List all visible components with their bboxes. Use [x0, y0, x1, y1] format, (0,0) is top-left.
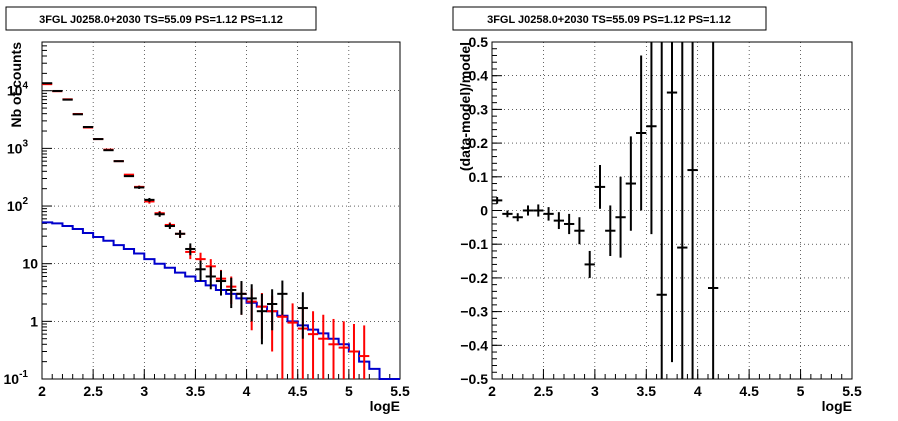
y-tick-label: 0.3 — [469, 101, 489, 117]
residual-point — [646, 42, 657, 235]
model-point — [348, 323, 360, 379]
y-tick-label: 102 — [7, 196, 29, 214]
x-tick-label: 2.5 — [83, 383, 103, 399]
left-ylabel: Nb of counts — [8, 42, 24, 128]
data-point — [154, 211, 165, 217]
y-tick-label: 103 — [7, 138, 29, 156]
data-point — [123, 175, 135, 178]
right-title: 3FGL J0258.0+2030 TS=55.09 PS=1.12 PS=1.… — [487, 14, 731, 26]
left-grid — [42, 42, 400, 379]
right-title-box — [452, 6, 767, 31]
y-tick-label: 0.2 — [469, 135, 489, 151]
model-point — [359, 325, 370, 379]
left-xlabel: logE — [370, 398, 400, 414]
data-point — [267, 289, 278, 331]
residual-point — [708, 42, 719, 379]
data-point — [297, 292, 308, 339]
x-tick-label: 5.5 — [390, 383, 410, 399]
y-tick-label: 0.5 — [469, 34, 489, 50]
model-point — [307, 311, 319, 379]
x-tick-label: 3 — [591, 383, 599, 399]
background-model-line — [42, 221, 400, 380]
x-tick-label: 4.5 — [288, 383, 308, 399]
x-tick-label: 4.5 — [739, 383, 759, 399]
x-tick-label: 2 — [38, 383, 46, 399]
left-marks — [42, 82, 400, 380]
right-ylabel: (data-model)/model — [457, 42, 473, 171]
residual-point — [543, 207, 554, 221]
y-tick-label: 0 — [480, 203, 488, 219]
residual-point — [656, 42, 667, 379]
left-title-box — [5, 6, 317, 31]
model-point — [328, 318, 339, 379]
residual-point — [625, 136, 636, 231]
y-tick-label: −0.2 — [460, 270, 488, 286]
x-tick-label: 4 — [243, 383, 251, 399]
y-tick-label: 10 — [22, 256, 38, 272]
residual-point — [512, 213, 523, 222]
residual-point — [605, 205, 616, 256]
y-tick-label: −0.3 — [460, 304, 488, 320]
model-point — [338, 321, 349, 379]
residual-point — [574, 217, 585, 245]
y-tick-label: −0.5 — [460, 371, 488, 387]
y-tick-label: 0.1 — [469, 169, 489, 185]
left-plot-frame — [41, 41, 401, 380]
x-tick-label: 3.5 — [637, 383, 657, 399]
residual-point — [584, 250, 595, 278]
data-point — [226, 277, 237, 309]
y-tick-label: 1 — [30, 313, 38, 329]
x-tick-label: 3.5 — [186, 383, 206, 399]
y-tick-label: −0.1 — [460, 236, 488, 252]
right-panel: 3FGL J0258.0+2030 TS=55.09 PS=1.12 PS=1.… — [452, 6, 862, 414]
right-ticks: 2 2.5 3 3.5 4 4.5 5 5.5 −0.5 −0.4 −0.3 −0.2 −0.1 0 0.1… — [460, 34, 862, 399]
data-point — [256, 293, 268, 345]
residual-point — [492, 197, 503, 204]
data-point — [246, 284, 257, 322]
data-point — [174, 230, 186, 238]
residual-point — [687, 42, 698, 379]
residual-point — [522, 205, 534, 216]
residual-point — [636, 55, 647, 211]
data-point — [215, 270, 227, 296]
residual-point — [564, 213, 575, 235]
model-point — [123, 173, 135, 176]
data-point — [185, 243, 196, 256]
data-point — [164, 223, 175, 229]
x-tick-label: 5 — [797, 383, 805, 399]
data-point — [277, 280, 288, 315]
y-tick-label: 10-1 — [4, 369, 29, 387]
residual-point — [553, 212, 564, 230]
residual-point — [502, 210, 513, 218]
x-tick-label: 5 — [345, 383, 353, 399]
x-tick-label: 2.5 — [534, 383, 554, 399]
model-point — [318, 314, 329, 379]
data-point — [236, 281, 247, 315]
y-tick-label: −0.4 — [460, 337, 488, 353]
y-tick-label: 0.4 — [469, 68, 489, 84]
x-tick-label: 4 — [694, 383, 702, 399]
residual-point — [533, 204, 544, 217]
right-marks — [492, 42, 719, 379]
data-point — [205, 266, 216, 290]
x-tick-label: 3 — [140, 383, 148, 399]
residual-point — [615, 176, 626, 258]
residual-point — [677, 42, 688, 379]
data-point — [195, 260, 206, 282]
x-tick-label: 5.5 — [842, 383, 862, 399]
left-panel: 3FGL J0258.0+2030 TS=55.09 PS=1.12 PS=1.… — [4, 6, 410, 414]
data-point — [134, 186, 145, 189]
model-point — [287, 303, 298, 379]
left-title: 3FGL J0258.0+2030 TS=55.09 PS=1.12 PS=1.… — [39, 14, 283, 26]
residual-point — [594, 165, 606, 209]
right-xlabel: logE — [822, 398, 852, 414]
data-point — [144, 197, 155, 202]
residual-point — [666, 42, 678, 363]
x-tick-label: 2 — [488, 383, 496, 399]
